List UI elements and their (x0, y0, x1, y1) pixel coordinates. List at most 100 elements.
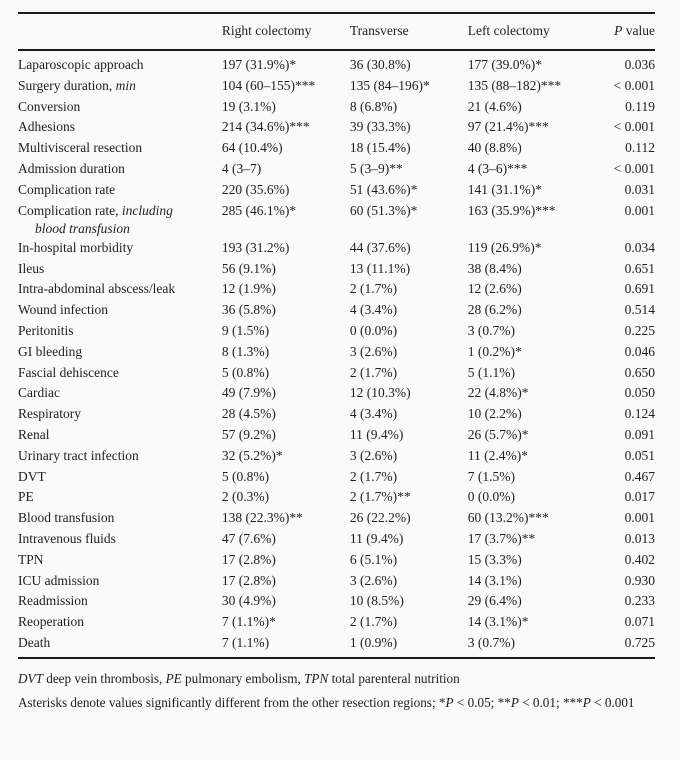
cell-left-colectomy: 3 (0.7%) (467, 323, 515, 339)
text: Complication rate, (18, 202, 122, 218)
cell-left-colectomy: 3 (0.7%) (467, 633, 590, 659)
text: Renal (18, 427, 50, 443)
row-label: Intra-abdominal abscess/leak (18, 279, 222, 300)
cell-left-colectomy: 14 (3.1%)* (467, 614, 529, 630)
table-header-row: Right colectomy Transverse Left colectomy P… (18, 12, 655, 51)
cell-transverse: 2 (1.7%)** (349, 489, 411, 505)
text: Reoperation (18, 614, 84, 630)
table-row: Adhesions 214 (34.6%)*** 39 (33.3%) 97 (21.… (18, 117, 655, 138)
cell-p-value: 0.046 (624, 343, 655, 359)
row-label: Ileus (18, 259, 222, 280)
cell-transverse: 13 (11.1%) (349, 260, 411, 276)
cell-transverse: 44 (37.6%) (349, 239, 411, 255)
cell-right-colectomy: 5 (0.8%) (221, 468, 270, 484)
cell-left-colectomy: 141 (31.1%)* (467, 181, 542, 197)
text: Conversion (18, 98, 81, 114)
text: Ileus (18, 260, 45, 276)
cell-p-value: 0.051 (624, 447, 655, 463)
cell-transverse: 1 (0.9%) (349, 633, 468, 659)
table-row: Wound infection 36 (5.8%) 4 (3.4%) 28 (6.2%… (18, 300, 655, 321)
table-row: Intravenous fluids 47 (7.6%) 11 (9.4%) 17 (… (18, 529, 655, 550)
cell-right-colectomy: 47 (7.6%) (221, 531, 276, 547)
row-label: Adhesions (18, 117, 222, 138)
cell-left-colectomy: 38 (8.4%) (467, 260, 522, 276)
cell-left-colectomy: 7 (1.5%) (467, 468, 515, 484)
cell-transverse: 2 (1.7%) (349, 281, 398, 297)
cell-p-value: 0.001 (624, 202, 655, 218)
cell-right-colectomy: 57 (9.2%) (221, 427, 276, 443)
cell-transverse: 3 (2.6%) (349, 572, 398, 588)
italic-text: min (115, 77, 136, 93)
cell-right-colectomy: 197 (31.9%)* (221, 57, 297, 72)
column-header-transverse: Transverse (349, 12, 468, 51)
text: < 0.001 (590, 695, 635, 711)
cell-transverse: 4 (3.4%) (349, 302, 398, 318)
row-label: Laparoscopic approach (18, 50, 222, 76)
cell-left-colectomy: 29 (6.4%) (467, 593, 522, 609)
cell-left-colectomy: 135 (88–182)*** (467, 77, 562, 93)
cell-transverse: 11 (9.4%) (349, 427, 404, 443)
cell-p-value: 0.402 (624, 551, 655, 567)
text: Wound infection (18, 302, 109, 318)
table-row: Renal 57 (9.2%) 11 (9.4%) 26 (5.7%)* 0.091 (18, 425, 655, 446)
cell-transverse: 51 (43.6%)* (349, 181, 418, 197)
row-label: Urinary tract infection (18, 446, 222, 467)
cell-right-colectomy: 30 (4.9%) (221, 593, 276, 609)
table-row: Readmission 30 (4.9%) 10 (8.5%) 29 (6.4%) 0.… (18, 591, 655, 612)
cell-right-colectomy: 32 (5.2%)* (221, 447, 283, 463)
row-label: PE (18, 487, 222, 508)
text: Complication rate (18, 181, 116, 197)
table-row: GI bleeding 8 (1.3%) 3 (2.6%) 1 (0.2%)* 0.04… (18, 342, 655, 363)
table-row: Conversion 19 (3.1%) 8 (6.8%) 21 (4.6%) 0.11… (18, 97, 655, 118)
italic-text: including (121, 202, 173, 218)
cell-left-colectomy: 26 (5.7%)* (467, 427, 529, 443)
text: PE (18, 489, 34, 505)
cell-right-colectomy: 36 (5.8%) (221, 302, 276, 318)
cell-right-colectomy: 193 (31.2%) (221, 239, 290, 255)
cell-transverse: 2 (1.7%) (349, 614, 398, 630)
text: value (622, 23, 655, 38)
cell-transverse: 135 (84–196)* (349, 77, 430, 93)
table-header: Right colectomy Transverse Left colectomy P… (18, 12, 655, 51)
cell-transverse: 6 (5.1%) (349, 551, 398, 567)
text: Respiratory (18, 406, 81, 422)
column-header-right-colectomy: Right colectomy (221, 12, 350, 51)
cell-transverse: 36 (30.8%) (349, 57, 411, 72)
cell-p-value: 0.119 (625, 98, 655, 114)
text: TPN (18, 551, 44, 567)
cell-right-colectomy: 2 (0.3%) (221, 489, 270, 505)
cell-left-colectomy: 97 (21.4%)*** (467, 119, 549, 135)
cell-left-colectomy: 28 (6.2%) (467, 302, 522, 318)
row-label: Reoperation (18, 612, 222, 633)
cell-transverse: 2 (1.7%) (349, 468, 398, 484)
italic-text: P (445, 695, 454, 711)
cell-left-colectomy: 119 (26.9%)* (467, 239, 542, 255)
cell-right-colectomy: 214 (34.6%)*** (221, 119, 310, 135)
text: deep vein thrombosis, (42, 670, 166, 686)
cell-p-value: 0.650 (624, 364, 655, 380)
column-header-left-colectomy: Left colectomy (467, 12, 590, 51)
text: Blood transfusion (18, 510, 115, 526)
row-label: Complication rate (18, 180, 222, 201)
cell-right-colectomy: 56 (9.1%) (221, 260, 276, 276)
column-header-p-value: P value (590, 12, 655, 51)
row-label: GI bleeding (18, 342, 222, 363)
footnote-significance: Asterisks denote values significantly di… (18, 694, 655, 712)
row-label: Surgery duration, min (18, 76, 222, 97)
cell-left-colectomy: 11 (2.4%)* (467, 447, 528, 463)
cell-p-value: 0.001 (624, 510, 655, 526)
cell-right-colectomy: 12 (1.9%) (221, 281, 276, 297)
cell-p-value: < 0.001 (613, 160, 655, 176)
cell-transverse: 26 (22.2%) (349, 510, 411, 526)
cell-transverse: 3 (2.6%) (349, 447, 398, 463)
text: < 0.01; *** (518, 695, 583, 711)
cell-p-value: 0.467 (624, 468, 655, 484)
row-label: Admission duration (18, 159, 222, 180)
cell-right-colectomy: 138 (22.3%)** (221, 510, 303, 526)
cell-right-colectomy: 17 (2.8%) (221, 572, 276, 588)
table-row: Surgery duration, min 104 (60–155)*** 135 … (18, 76, 655, 97)
table-row: TPN 17 (2.8%) 6 (5.1%) 15 (3.3%) 0.402 (18, 550, 655, 571)
row-label: ICU admission (18, 571, 222, 592)
text: In-hospital morbidity (18, 239, 134, 255)
